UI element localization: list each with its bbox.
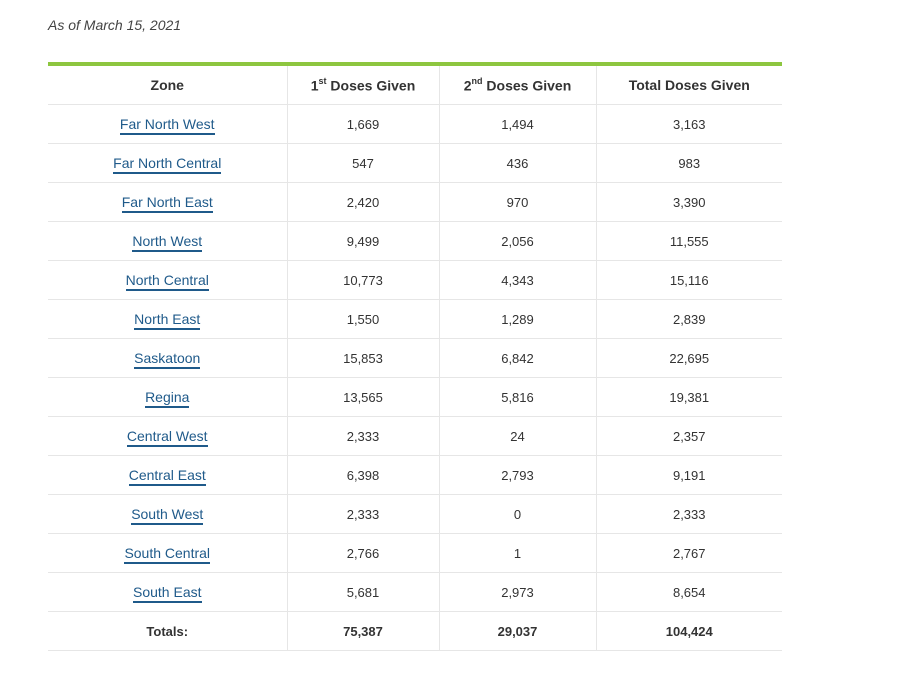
zone-link[interactable]: Far North East — [121, 194, 213, 213]
zone-cell: South West — [48, 494, 287, 534]
totals-label: Totals: — [48, 611, 287, 651]
doses-table: Zone 1st Doses Given 2nd Doses Given Tot… — [48, 66, 782, 651]
zone-link[interactable]: Central East — [128, 467, 206, 486]
total-doses-cell: 11,555 — [595, 221, 782, 261]
header-first-doses: 1st Doses Given — [286, 66, 439, 105]
first-doses-cell: 5,681 — [286, 572, 439, 612]
table-row: Far North Central 547 436 983 — [48, 143, 782, 183]
first-doses-cell: 2,420 — [286, 182, 439, 222]
zone-cell: Central East — [48, 455, 287, 495]
total-doses-cell: 983 — [595, 143, 782, 183]
zone-link[interactable]: Central West — [126, 428, 208, 447]
table-row: South West 2,333 0 2,333 — [48, 494, 782, 534]
table-row: North East 1,550 1,289 2,839 — [48, 299, 782, 339]
header-first-suffix: Doses Given — [326, 77, 416, 94]
totals-row: Totals: 75,387 29,037 104,424 — [48, 611, 782, 651]
zone-cell: Far North West — [48, 104, 287, 144]
zone-cell: Regina — [48, 377, 287, 417]
zone-link[interactable]: South West — [131, 506, 204, 525]
zone-link[interactable]: Far North Central — [113, 155, 222, 174]
zone-link[interactable]: Saskatoon — [134, 350, 201, 369]
doses-table-container: Zone 1st Doses Given 2nd Doses Given Tot… — [48, 62, 782, 651]
table-row: North Central 10,773 4,343 15,116 — [48, 260, 782, 300]
total-doses-cell: 2,357 — [595, 416, 782, 456]
table-row: Far North East 2,420 970 3,390 — [48, 182, 782, 222]
total-doses-cell: 22,695 — [595, 338, 782, 378]
zone-link[interactable]: South Central — [124, 545, 211, 564]
zone-cell: Central West — [48, 416, 287, 456]
zone-cell: South East — [48, 572, 287, 612]
table-body: Far North West 1,669 1,494 3,163 Far North C… — [48, 104, 782, 651]
table-row: Central West 2,333 24 2,357 — [48, 416, 782, 456]
second-doses-cell: 970 — [438, 182, 596, 222]
first-doses-cell: 1,669 — [286, 104, 439, 144]
table-header-row: Zone 1st Doses Given 2nd Doses Given Tot… — [48, 66, 782, 105]
header-first-prefix: 1 — [310, 77, 319, 94]
table-row: South Central 2,766 1 2,767 — [48, 533, 782, 573]
second-doses-cell: 5,816 — [438, 377, 596, 417]
total-doses-cell: 3,163 — [595, 104, 782, 144]
totals-total-doses: 104,424 — [595, 611, 782, 651]
second-doses-cell: 2,056 — [438, 221, 596, 261]
second-doses-cell: 1,289 — [438, 299, 596, 339]
table-row: North West 9,499 2,056 11,555 — [48, 221, 782, 261]
zone-cell: North East — [48, 299, 287, 339]
first-doses-cell: 1,550 — [286, 299, 439, 339]
zone-link[interactable]: Far North West — [119, 116, 215, 135]
total-doses-cell: 9,191 — [595, 455, 782, 495]
header-second-prefix: 2 — [463, 77, 472, 94]
first-doses-cell: 15,853 — [286, 338, 439, 378]
first-doses-cell: 2,766 — [286, 533, 439, 573]
zone-cell: South Central — [48, 533, 287, 573]
zone-link[interactable]: Regina — [145, 389, 190, 408]
zone-cell: Saskatoon — [48, 338, 287, 378]
second-doses-cell: 2,973 — [438, 572, 596, 612]
first-doses-cell: 2,333 — [286, 494, 439, 534]
totals-first-doses: 75,387 — [286, 611, 439, 651]
table-row: Far North West 1,669 1,494 3,163 — [48, 104, 782, 144]
total-doses-cell: 2,333 — [595, 494, 782, 534]
second-doses-cell: 0 — [438, 494, 596, 534]
zone-link[interactable]: South East — [133, 584, 202, 603]
first-doses-cell: 2,333 — [286, 416, 439, 456]
header-second-doses: 2nd Doses Given — [438, 66, 596, 105]
total-doses-cell: 8,654 — [595, 572, 782, 612]
zone-link[interactable]: North Central — [125, 272, 209, 291]
table-row: Regina 13,565 5,816 19,381 — [48, 377, 782, 417]
header-zone: Zone — [48, 66, 287, 105]
second-doses-cell: 436 — [438, 143, 596, 183]
table-row: South East 5,681 2,973 8,654 — [48, 572, 782, 612]
zone-cell: North West — [48, 221, 287, 261]
as-of-date: As of March 15, 2021 — [48, 17, 182, 33]
header-second-sup: nd — [471, 75, 483, 86]
second-doses-cell: 4,343 — [438, 260, 596, 300]
zone-link[interactable]: North West — [132, 233, 203, 252]
first-doses-cell: 9,499 — [286, 221, 439, 261]
first-doses-cell: 10,773 — [286, 260, 439, 300]
second-doses-cell: 6,842 — [438, 338, 596, 378]
header-second-suffix: Doses Given — [482, 77, 572, 94]
total-doses-cell: 2,839 — [595, 299, 782, 339]
first-doses-cell: 6,398 — [286, 455, 439, 495]
second-doses-cell: 24 — [438, 416, 596, 456]
header-total-doses: Total Doses Given — [595, 66, 782, 105]
table-row: Central East 6,398 2,793 9,191 — [48, 455, 782, 495]
zone-cell: North Central — [48, 260, 287, 300]
zone-cell: Far North East — [48, 182, 287, 222]
total-doses-cell: 2,767 — [595, 533, 782, 573]
second-doses-cell: 1,494 — [438, 104, 596, 144]
first-doses-cell: 13,565 — [286, 377, 439, 417]
table-row: Saskatoon 15,853 6,842 22,695 — [48, 338, 782, 378]
total-doses-cell: 19,381 — [595, 377, 782, 417]
header-first-sup: st — [318, 75, 327, 86]
second-doses-cell: 1 — [438, 533, 596, 573]
zone-cell: Far North Central — [48, 143, 287, 183]
second-doses-cell: 2,793 — [438, 455, 596, 495]
total-doses-cell: 3,390 — [595, 182, 782, 222]
first-doses-cell: 547 — [286, 143, 439, 183]
total-doses-cell: 15,116 — [595, 260, 782, 300]
zone-link[interactable]: North East — [134, 311, 201, 330]
totals-second-doses: 29,037 — [438, 611, 596, 651]
